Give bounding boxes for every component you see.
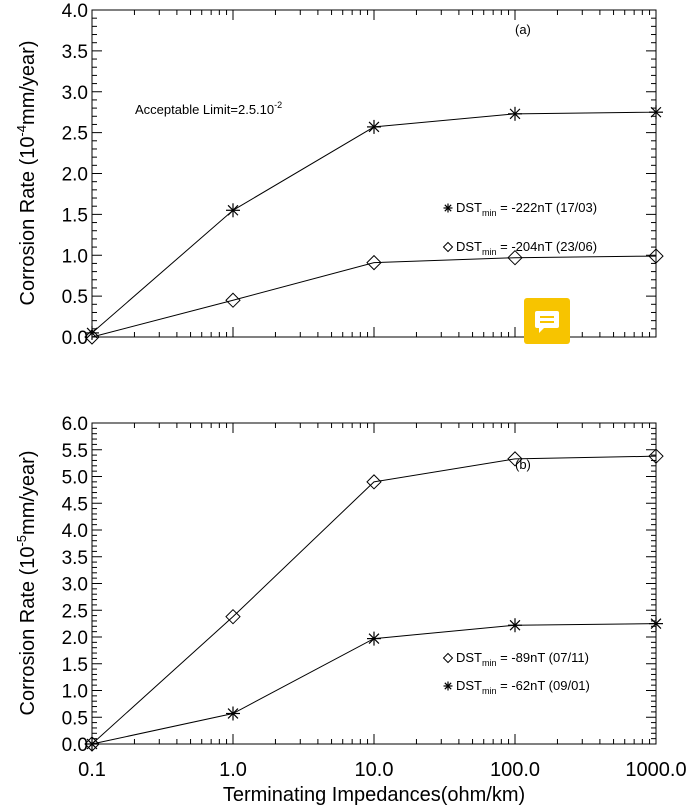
data-point: [649, 616, 663, 631]
data-point: [507, 249, 523, 266]
y-tick-label: 0.5: [62, 708, 88, 729]
y-tick-label: 2.5: [62, 124, 88, 145]
legend-marker: [443, 681, 453, 691]
asterisk-stroke: [227, 708, 239, 719]
data-point: [85, 737, 99, 751]
series-line: [91, 455, 657, 745]
data-point: [507, 451, 523, 467]
y-tick-label: 3.5: [62, 42, 88, 63]
diamond-marker: [442, 652, 454, 664]
data-point: [225, 608, 241, 625]
diamond-marker: [225, 608, 241, 625]
legend-label: DSTmin = -204nT (23/06): [456, 239, 597, 257]
asterisk-stroke: [650, 618, 662, 629]
comment-icon: [535, 311, 559, 333]
data-point: [226, 706, 240, 721]
diamond-marker: [648, 448, 664, 464]
comment-button[interactable]: [524, 298, 570, 344]
y-tick-label: 0.0: [62, 328, 88, 349]
legend-label: DSTmin = -89nT (07/11): [456, 650, 589, 668]
y-tick-label: 2.0: [62, 628, 88, 649]
annotation-acceptable-limit: Acceptable Limit=2.5.10-2: [135, 100, 282, 117]
y-tick-label: 3.0: [62, 83, 88, 104]
asterisk-stroke: [509, 108, 521, 120]
y-tick-label: 5.5: [62, 441, 88, 462]
chart-panel-a: 0.0 0.5 1.0 1.5 2.0 2.5 3.0 3.5 4.0 Corrosion Rat…: [14, 1, 664, 349]
y-tick-label: 2.0: [62, 165, 88, 186]
plot-frame: [91, 422, 657, 745]
asterisk-stroke: [227, 204, 239, 216]
asterisk-stroke: [86, 738, 98, 750]
y-tick-label: 2.5: [62, 601, 88, 622]
legend-label: DSTmin = -222nT (17/03): [456, 200, 597, 218]
data-point: [648, 248, 664, 264]
data-point: [225, 292, 241, 308]
data-point: [84, 329, 100, 345]
data-point: [649, 105, 663, 120]
series-line: [91, 111, 657, 334]
y-tick-label: 4.0: [62, 521, 88, 542]
legend-marker: [443, 203, 453, 213]
diamond-marker: [366, 254, 382, 271]
y-tick-label: 5.0: [62, 468, 88, 489]
diamond-marker: [507, 451, 523, 467]
x-tick-label: 1000.0: [625, 759, 686, 781]
x-tick-label: 0.1: [78, 759, 106, 781]
asterisk-stroke: [368, 633, 380, 644]
diamond-marker: [507, 249, 523, 266]
asterisk-stroke: [444, 204, 452, 212]
y-tick-label: 3.5: [62, 548, 88, 569]
y-tick-label: 1.0: [62, 246, 88, 267]
diamond-marker: [366, 474, 382, 490]
asterisk-stroke: [650, 106, 662, 118]
x-tick-label: 10.0: [355, 759, 394, 781]
chart-panel-b: 0.0 0.5 1.0 1.5 2.0 2.5 3.0 3.5 4.0 4.5 5.0 5.5 6.0 C…: [14, 414, 687, 781]
asterisk-stroke: [86, 327, 98, 339]
legend-label: DSTmin = -62nT (09/01): [456, 678, 590, 696]
data-point: [508, 106, 522, 121]
y-tick-label: 1.5: [62, 655, 88, 676]
y-axis-label: Corrosion Rate (10-5mm/year): [14, 451, 39, 716]
asterisk-stroke: [368, 121, 380, 133]
y-tick-label: 1.0: [62, 682, 88, 703]
x-tick-label: 100.0: [490, 759, 540, 781]
x-axis-label: Terminating Impedances(ohm/km): [223, 784, 525, 806]
y-axis-label: Corrosion Rate (10-4mm/year): [14, 41, 39, 306]
panel-label: (b): [515, 457, 531, 472]
panel-label: (a): [515, 22, 531, 37]
data-point: [366, 254, 382, 271]
x-tick-label: 1.0: [219, 759, 247, 781]
y-tick-label: 3.0: [62, 575, 88, 596]
data-point: [366, 474, 382, 490]
legend-marker: [442, 241, 454, 253]
diamond-marker: [442, 241, 454, 253]
y-tick-label: 4.5: [62, 494, 88, 515]
data-point: [85, 325, 99, 340]
data-point: [367, 119, 381, 134]
y-tick-label: 1.5: [62, 205, 88, 226]
y-tick-label: 0.5: [62, 287, 88, 308]
y-tick-label: 4.0: [62, 1, 88, 22]
asterisk-stroke: [509, 619, 521, 631]
y-tick-label: 0.0: [62, 735, 88, 756]
data-point: [367, 631, 381, 646]
diamond-marker: [648, 248, 664, 264]
asterisk-stroke: [444, 682, 452, 690]
diamond-marker: [225, 292, 241, 308]
data-point: [508, 618, 522, 633]
plot-frame: [91, 9, 657, 338]
diamond-marker: [84, 329, 100, 345]
data-point: [648, 448, 664, 464]
legend-marker: [442, 652, 454, 664]
y-tick-label: 6.0: [62, 414, 88, 435]
series-line: [91, 255, 657, 338]
data-point: [226, 203, 240, 218]
